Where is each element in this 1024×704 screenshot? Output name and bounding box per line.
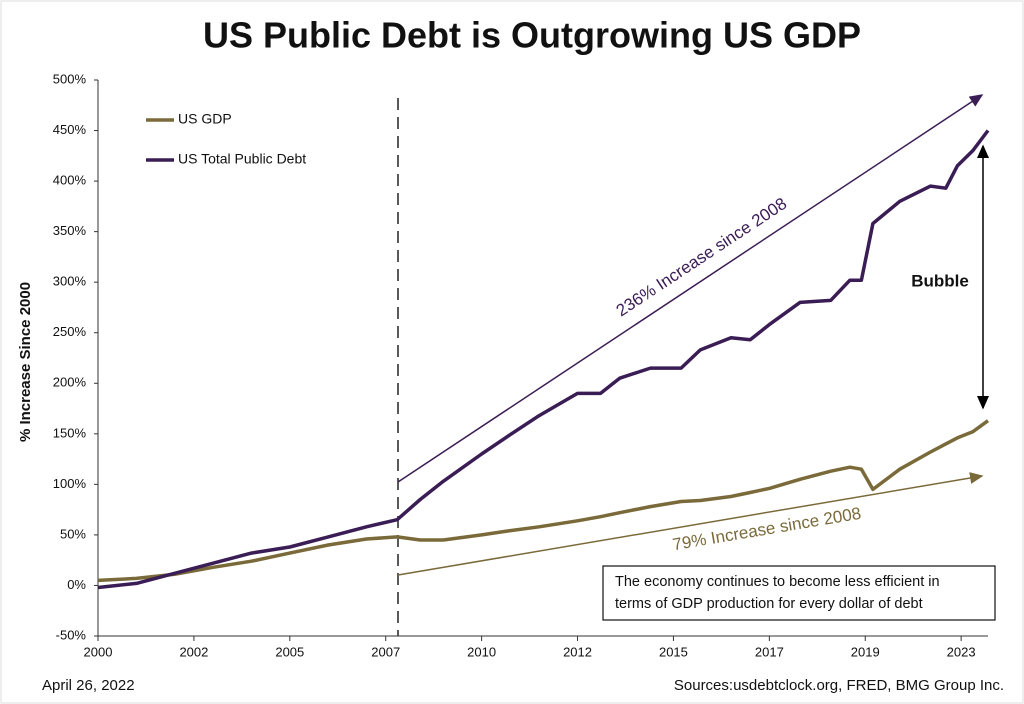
chart-title: US Public Debt is Outgrowing US GDP [203, 15, 861, 56]
annotation: Bubble [911, 271, 969, 290]
legend-label: US Total Public Debt [178, 151, 306, 167]
y-tick-label: 100% [53, 476, 87, 491]
x-tick-label: 2002 [179, 644, 208, 659]
x-tick-label: 2010 [467, 644, 496, 659]
note-text: The economy continues to become less eff… [615, 574, 940, 590]
y-tick-label: 200% [53, 375, 87, 390]
x-tick-label: 2015 [659, 644, 688, 659]
y-axis-label: % Increase Since 2000 [17, 282, 34, 442]
y-tick-label: 500% [53, 71, 87, 86]
annotation: 236% Increase since 2008 [613, 194, 791, 320]
note-box [602, 565, 996, 621]
y-tick-label: 400% [53, 173, 87, 188]
date: April 26, 2022 [42, 677, 135, 694]
series-line [97, 419, 990, 583]
source: Sources:usdebtclock.org, FRED, BMG Group… [674, 677, 1004, 694]
legend-label: US GDP [178, 111, 232, 127]
x-tick-label: 2005 [275, 644, 304, 659]
y-tick-label: 150% [53, 425, 87, 440]
y-tick-label: 0% [67, 577, 86, 592]
y-tick-label: 50% [60, 526, 86, 541]
x-tick-label: 2017 [755, 644, 784, 659]
y-tick-label: 350% [53, 223, 87, 238]
x-tick-label: 2000 [84, 644, 113, 659]
y-tick-label: 300% [53, 274, 87, 289]
x-tick-label: 2023 [947, 644, 976, 659]
y-tick-label: 250% [53, 324, 87, 339]
trend-arrow [397, 472, 984, 576]
y-tick-label: 450% [53, 122, 87, 137]
trend-arrow [397, 94, 984, 483]
note-text: terms of GDP production for every dollar… [615, 596, 923, 612]
x-tick-label: 2019 [851, 644, 880, 659]
series-line [97, 129, 990, 590]
annotation: 79% Increase since 2008 [671, 504, 862, 555]
x-tick-label: 2012 [563, 644, 592, 659]
x-tick-label: 2007 [371, 644, 400, 659]
y-tick-label: -50% [56, 627, 87, 642]
